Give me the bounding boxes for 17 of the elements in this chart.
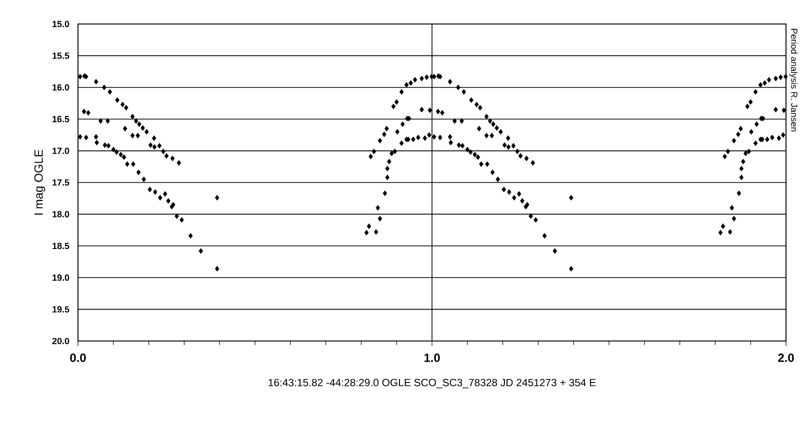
- y-tick-label: 18.0: [52, 211, 70, 218]
- y-tick-label: 19.0: [52, 274, 70, 281]
- y-tick-label: 20.0: [52, 338, 70, 344]
- y-tick-label: 18.5: [52, 242, 70, 250]
- y-tick-label: 15.5: [52, 52, 70, 59]
- y-tick-label: 16.0: [52, 84, 70, 91]
- x-tick-label: 2.0: [778, 354, 794, 362]
- y-tick-label: 17.0: [52, 148, 70, 154]
- x-axis-title: 16:43:15.82 -44:28:29.0 OGLE SCO_SC3_78328 JD 2451273 + 354 E: [268, 378, 596, 388]
- y-tick-label: 15.0: [52, 20, 70, 28]
- x-tick-label: 0.0: [70, 354, 86, 362]
- text: Period analysis R. Jansen: [789, 28, 798, 132]
- x-tick-label: 1.0: [424, 354, 440, 362]
- y-tick-label: 17.5: [52, 179, 70, 186]
- y-tick-label: 16.5: [52, 116, 70, 122]
- y-axis-title: I mag OGLE: [34, 150, 46, 215]
- y-tick-label: 19.5: [52, 306, 70, 312]
